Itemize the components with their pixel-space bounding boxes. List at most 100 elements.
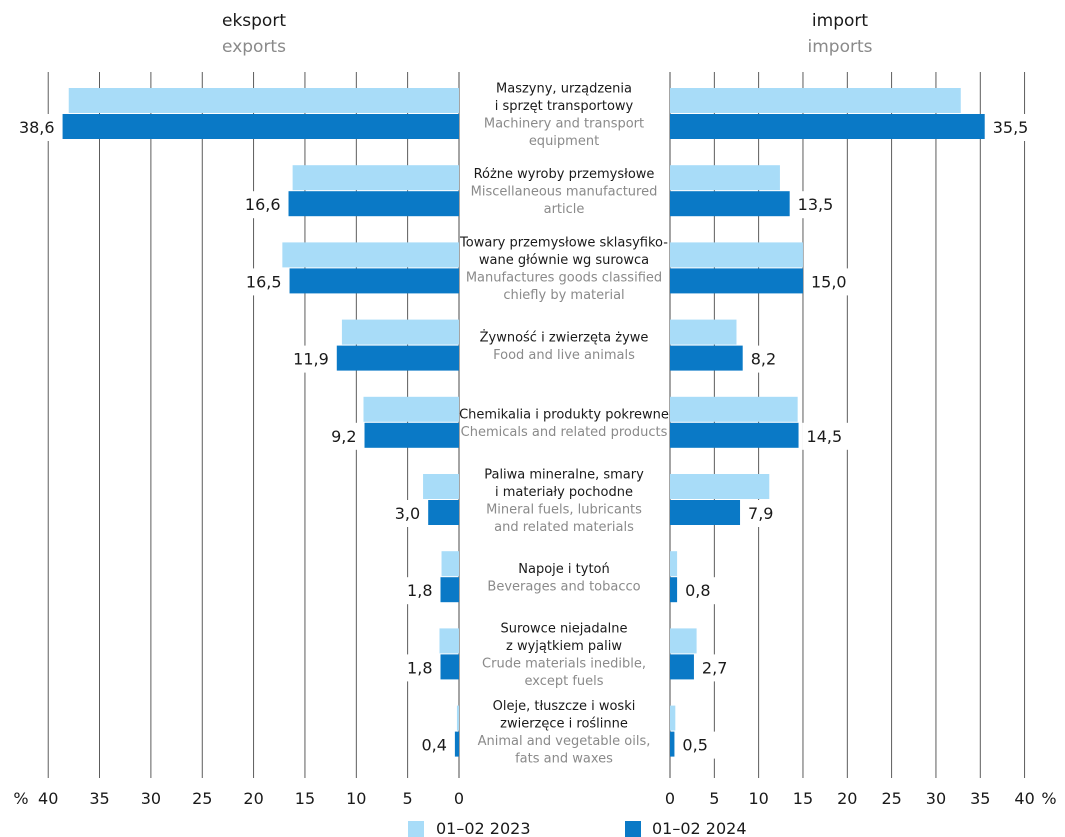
data-label-bg bbox=[697, 654, 736, 682]
data-label-bg bbox=[806, 268, 855, 296]
tick-label-import: 25 bbox=[881, 789, 901, 808]
category-label: Oleje, tłuszcze i woski bbox=[493, 699, 636, 714]
category-label: Manufactures goods classified bbox=[466, 271, 662, 286]
bar-export-2023 bbox=[439, 628, 459, 654]
bar-import-2023 bbox=[670, 628, 697, 654]
data-label-bg bbox=[802, 422, 851, 450]
data-label-export: 0,4 bbox=[421, 736, 446, 755]
imports-title: import bbox=[812, 11, 868, 31]
tick-label-import: 35 bbox=[970, 789, 990, 808]
data-label-import: 2,7 bbox=[702, 658, 727, 677]
category-label: Animal and vegetable oils, bbox=[478, 734, 651, 749]
bar-export-2024 bbox=[454, 731, 459, 757]
bar-export-2023 bbox=[68, 88, 460, 113]
bar-export-2024 bbox=[440, 577, 459, 603]
category-label: Beverages and tobacco bbox=[487, 579, 640, 594]
bar-export-2023 bbox=[441, 551, 459, 577]
axis-unit-right: % bbox=[1041, 789, 1056, 808]
data-label-bg bbox=[744, 500, 783, 527]
data-label-import: 8,2 bbox=[751, 350, 776, 369]
data-label-bg bbox=[988, 114, 1037, 141]
bar-import-2024 bbox=[670, 114, 985, 139]
tick-label-export: 15 bbox=[295, 789, 315, 808]
category-panel bbox=[460, 70, 669, 780]
data-label-import: 0,8 bbox=[685, 581, 710, 600]
legend-swatch-2023 bbox=[408, 821, 424, 837]
category-label: Towary przemysłowe sklasyfiko- bbox=[459, 236, 668, 251]
bar-export-2024 bbox=[364, 422, 459, 448]
bar-import-2024 bbox=[670, 345, 743, 371]
bar-import-2024 bbox=[670, 731, 675, 757]
category-labels: Maszyny, urządzenia i sprzęt transportowy… bbox=[459, 81, 669, 766]
category-label: zwierzęce i roślinne bbox=[500, 716, 628, 731]
data-label-export: 16,5 bbox=[246, 272, 282, 291]
category-label: Miscellaneous manufactured bbox=[471, 185, 658, 200]
data-label-import: 0,5 bbox=[682, 736, 707, 755]
bar-import-2024 bbox=[670, 577, 678, 603]
category-label: Crude materials inedible, bbox=[482, 657, 646, 672]
bar-import-2023 bbox=[670, 551, 678, 577]
legend-swatch-2024 bbox=[625, 821, 641, 837]
bar-export-2023 bbox=[363, 396, 459, 422]
bar-export-2024 bbox=[440, 654, 459, 680]
category-label: chiefly by material bbox=[503, 288, 624, 303]
data-label-bg bbox=[746, 345, 785, 373]
category-label: z wyjątkiem paliw bbox=[506, 639, 622, 654]
data-label-bg bbox=[236, 191, 285, 219]
bar-export-2024 bbox=[62, 114, 459, 139]
tick-label-export: 5 bbox=[403, 789, 413, 808]
exports-subtitle: exports bbox=[222, 37, 286, 57]
bar-import-2023 bbox=[670, 474, 770, 499]
bar-import-2024 bbox=[670, 268, 803, 294]
bar-import-2023 bbox=[670, 705, 676, 731]
bar-export-2024 bbox=[288, 191, 459, 217]
data-label-bg bbox=[398, 654, 437, 682]
legend-label-2023: 01–02 2023 bbox=[436, 819, 531, 837]
category-label: Paliwa mineralne, smary bbox=[484, 467, 644, 482]
bars bbox=[62, 88, 985, 757]
category-label: article bbox=[544, 202, 585, 217]
tick-label-import: 5 bbox=[709, 789, 719, 808]
bar-export-2024 bbox=[336, 345, 459, 371]
tick-label-import: 0 bbox=[665, 789, 675, 808]
tick-label-import: 10 bbox=[748, 789, 768, 808]
bar-import-2023 bbox=[670, 319, 737, 345]
category-label: and related materials bbox=[494, 520, 634, 535]
bar-export-2023 bbox=[423, 474, 459, 499]
bar-import-2024 bbox=[670, 654, 694, 680]
category-label: Food and live animals bbox=[493, 348, 635, 363]
data-label-import: 13,5 bbox=[798, 195, 834, 214]
bar-import-2023 bbox=[670, 396, 798, 422]
data-label-bg bbox=[237, 268, 286, 296]
data-label-import: 7,9 bbox=[748, 504, 773, 523]
bar-export-2024 bbox=[428, 500, 459, 525]
data-label-export: 1,8 bbox=[407, 581, 432, 600]
data-label-bg bbox=[793, 191, 842, 219]
data-label-bg bbox=[322, 422, 361, 450]
bar-export-2023 bbox=[341, 319, 459, 345]
category-label: Żywność i zwierzęta żywe bbox=[480, 329, 649, 345]
data-label-export: 16,6 bbox=[245, 195, 281, 214]
axis-ticks: 40 35 30 25 20 15 10 5 0 0 5 10 15 20 25 30 35 40 bbox=[38, 789, 1035, 808]
tick-label-export: 20 bbox=[243, 789, 263, 808]
data-label-export: 11,9 bbox=[293, 350, 329, 369]
data-label-bg bbox=[678, 731, 717, 759]
data-label-bg bbox=[398, 577, 437, 605]
tick-label-export: 40 bbox=[38, 789, 58, 808]
category-label: Machinery and transport bbox=[484, 116, 644, 131]
tick-label-import: 20 bbox=[837, 789, 857, 808]
category-label: Maszyny, urządzenia bbox=[496, 81, 632, 96]
tick-label-export: 30 bbox=[141, 789, 161, 808]
category-label: Chemicals and related products bbox=[461, 425, 668, 440]
tick-label-export: 0 bbox=[454, 789, 464, 808]
category-label: Chemikalia i produkty pokrewne bbox=[459, 408, 669, 423]
tick-label-import: 40 bbox=[1014, 789, 1034, 808]
bar-import-2024 bbox=[670, 422, 799, 448]
data-label-import: 14,5 bbox=[807, 427, 843, 446]
imports-subtitle: imports bbox=[808, 37, 873, 57]
category-label: except fuels bbox=[524, 674, 603, 689]
data-label-import: 15,0 bbox=[811, 272, 847, 291]
data-label-import: 35,5 bbox=[993, 118, 1029, 137]
data-label-export: 3,0 bbox=[395, 504, 420, 523]
data-label-bg bbox=[284, 345, 333, 373]
